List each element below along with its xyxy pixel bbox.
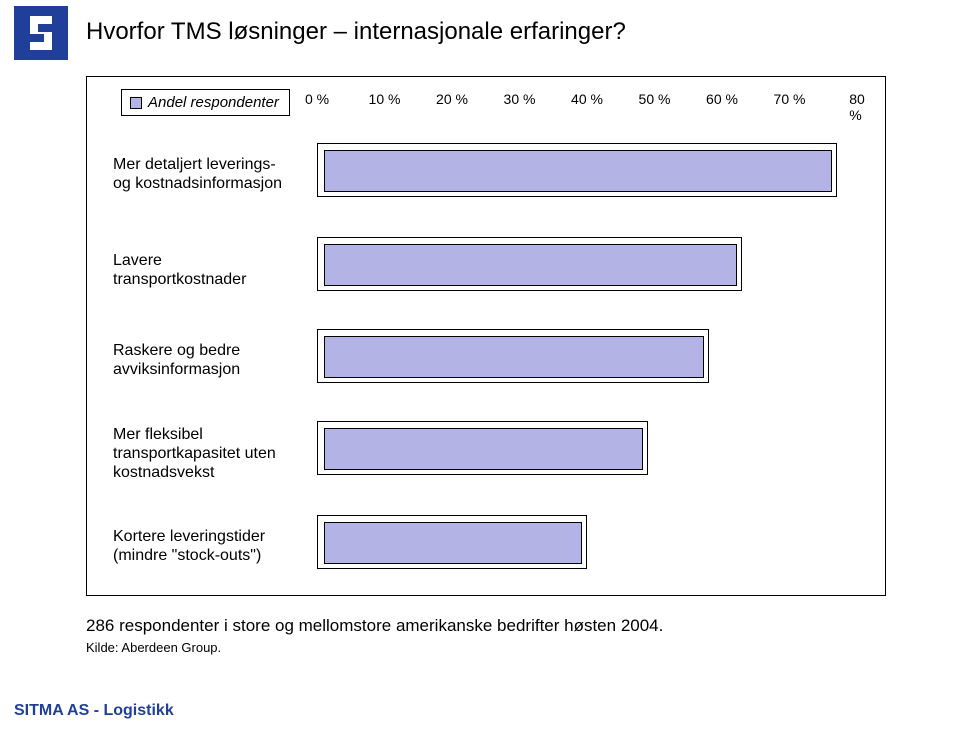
bar-row	[317, 237, 857, 291]
category-label: Mer fleksibeltransportkapasitet utenkost…	[113, 425, 307, 483]
bar-outer	[317, 143, 837, 197]
category-label: Kortere leveringstider(mindre "stock-out…	[113, 527, 307, 565]
bar-inner	[324, 428, 643, 470]
legend: Andel respondenter	[121, 89, 290, 116]
category-label: Mer detaljert leverings-og kostnadsinfor…	[113, 155, 307, 193]
x-axis: 0 %10 %20 %30 %40 %50 %60 %70 %80 %	[317, 91, 857, 105]
chart-frame: Andel respondenter 0 % 10 % 20 % 30 % 40 % 50…	[86, 76, 886, 596]
bar-row	[317, 329, 857, 383]
bar-inner	[324, 522, 582, 564]
axis-tick: 80 %	[849, 91, 865, 123]
bar-outer	[317, 515, 587, 569]
category-label: Laveretransportkostnader	[113, 251, 307, 289]
bar-row	[317, 515, 857, 569]
axis-tick: 60 %	[706, 91, 738, 107]
footnote-text: 286 respondenter i store og mellomstore …	[86, 616, 663, 636]
bar-inner	[324, 244, 737, 286]
axis-tick: 10 %	[369, 91, 401, 107]
axis-tick: 40 %	[571, 91, 603, 107]
axis-tick: 0 %	[305, 91, 329, 107]
bar-inner	[324, 150, 832, 192]
footer-text: SITMA AS - Logistikk	[14, 702, 174, 720]
legend-swatch	[130, 97, 142, 109]
bar-outer	[317, 329, 709, 383]
axis-tick: 50 %	[639, 91, 671, 107]
page-title: Hvorfor TMS løsninger – internasjonale e…	[86, 18, 626, 46]
axis-tick: 70 %	[774, 91, 806, 107]
bar-outer	[317, 421, 648, 475]
axis-tick: 30 %	[504, 91, 536, 107]
bars-area	[317, 121, 857, 581]
bar-outer	[317, 237, 742, 291]
source-text: Kilde: Aberdeen Group.	[86, 640, 221, 655]
category-label: Raskere og bedreavviksinformasjon	[113, 341, 307, 379]
bar-row	[317, 421, 857, 475]
legend-label: Andel respondenter	[148, 94, 279, 111]
logo-icon	[14, 6, 68, 60]
bar-row	[317, 143, 857, 197]
axis-tick: 20 %	[436, 91, 468, 107]
bar-inner	[324, 336, 704, 378]
